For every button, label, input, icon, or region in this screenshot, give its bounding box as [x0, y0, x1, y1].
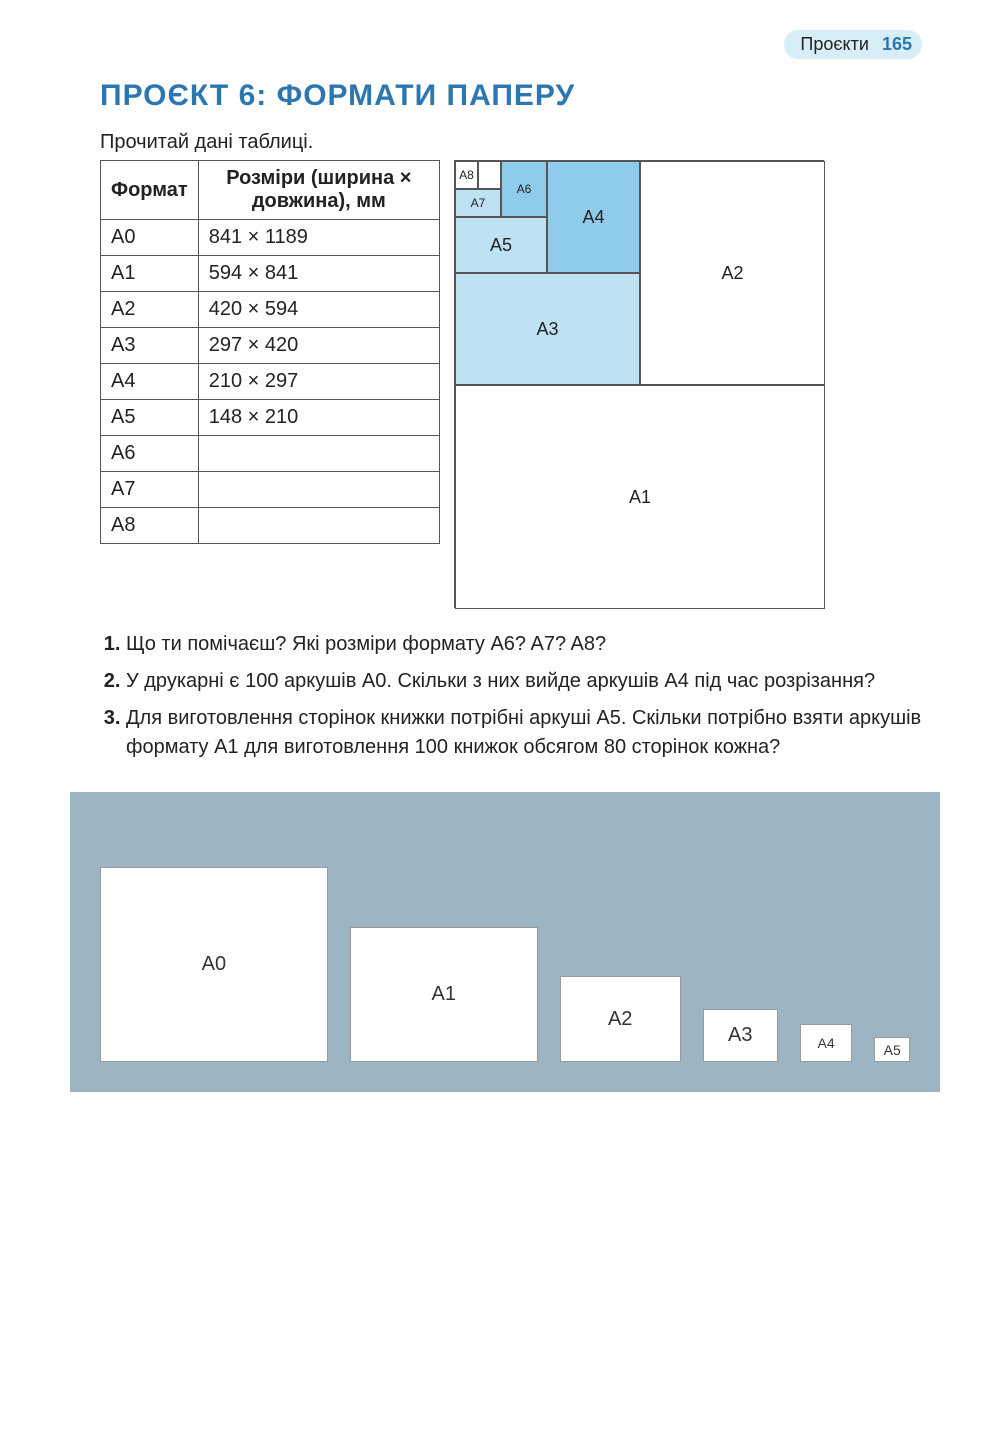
table-row: A4210 × 297 [101, 364, 440, 400]
cell-size: 841 × 1189 [198, 220, 439, 256]
nest-fill [478, 161, 501, 189]
cell-format: A8 [101, 508, 199, 544]
cell-format: A7 [101, 472, 199, 508]
col-size: Розміри (ширина × довжина), мм [198, 161, 439, 220]
cell-size [198, 436, 439, 472]
size-comparison-strip: A0A1 A2 A3 A4 A5 [70, 792, 940, 1092]
table-row: A0841 × 1189 [101, 220, 440, 256]
nest-a7: A7 [455, 189, 501, 217]
section-label: Проєкти [800, 34, 869, 54]
sheet-a1: A1 [350, 927, 538, 1062]
question-2: У друкарні є 100 аркушів A0. Скільки з н… [126, 667, 922, 696]
page-title: ПРОЄКТ 6: ФОРМАТИ ПАПЕРУ [100, 79, 922, 113]
nest-a6: A6 [501, 161, 547, 217]
page-number: 165 [882, 34, 912, 54]
cell-format: A4 [101, 364, 199, 400]
cell-format: A2 [101, 292, 199, 328]
table-row: A1594 × 841 [101, 256, 440, 292]
table-row: A6 [101, 436, 440, 472]
nest-a8: A8 [455, 161, 478, 189]
nest-a4: A4 [547, 161, 640, 273]
sheet-a5: A5 [874, 1037, 910, 1062]
table-row: A5148 × 210 [101, 400, 440, 436]
cell-size: 594 × 841 [198, 256, 439, 292]
questions-list: Що ти помічаєш? Які розміри формату A6? … [100, 630, 922, 762]
nest-a2: A2 [640, 161, 825, 385]
col-format: Формат [101, 161, 199, 220]
nest-a3: A3 [455, 273, 640, 385]
table-row: A7 [101, 472, 440, 508]
table-row: A2420 × 594 [101, 292, 440, 328]
cell-size: 148 × 210 [198, 400, 439, 436]
cell-format: A1 [101, 256, 199, 292]
question-3: Для виготовлення сторінок книжки потрібн… [126, 704, 922, 762]
intro-text: Прочитай дані таблиці. [100, 131, 922, 154]
cell-size: 210 × 297 [198, 364, 439, 400]
sheet-a4: A4 [800, 1024, 852, 1062]
cell-size: 420 × 594 [198, 292, 439, 328]
question-1: Що ти помічаєш? Які розміри формату A6? … [126, 630, 922, 659]
cell-format: A3 [101, 328, 199, 364]
nested-diagram: A0 A1A2A3A4A5A6A7A8 [454, 160, 824, 608]
table-row: A8 [101, 508, 440, 544]
table-row: A3297 × 420 [101, 328, 440, 364]
nest-a1: A1 [455, 385, 825, 609]
cell-size: 297 × 420 [198, 328, 439, 364]
sheet-a3: A3 [703, 1009, 778, 1062]
cell-size [198, 508, 439, 544]
cell-size [198, 472, 439, 508]
sheet-a0: A0 [100, 867, 328, 1062]
nest-a5: A5 [455, 217, 547, 273]
cell-format: A0 [101, 220, 199, 256]
formats-table: Формат Розміри (ширина × довжина), мм A0… [100, 160, 440, 544]
cell-format: A6 [101, 436, 199, 472]
cell-format: A5 [101, 400, 199, 436]
sheet-a2: A2 [560, 976, 681, 1062]
page-header: Проєкти 165 [100, 30, 922, 59]
section-badge: Проєкти 165 [784, 30, 922, 59]
